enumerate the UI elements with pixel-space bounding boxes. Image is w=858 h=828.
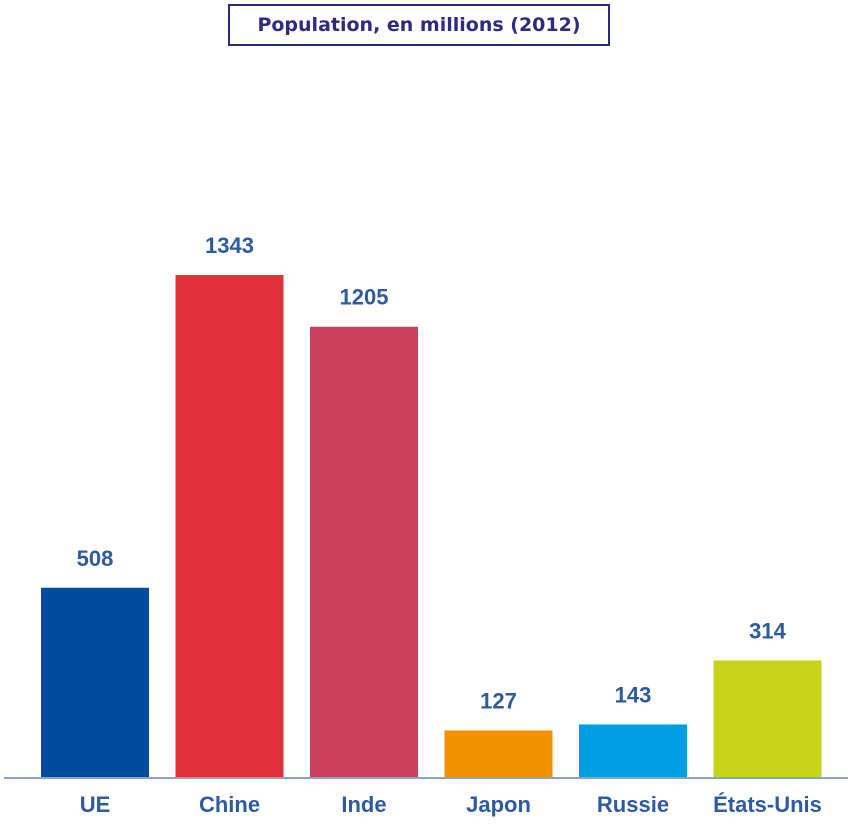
category-label-russie: Russie — [597, 792, 669, 817]
value-label-ue: 508 — [77, 546, 114, 571]
bar-ue — [41, 587, 149, 778]
bar-chine — [175, 275, 284, 778]
bar-etats-unis — [713, 660, 822, 778]
value-label-etats-unis: 314 — [749, 618, 786, 643]
value-label-japon: 127 — [480, 688, 517, 713]
category-label-etats-unis: États-Unis — [713, 792, 822, 817]
category-label-chine: Chine — [199, 792, 260, 817]
bar-inde — [310, 326, 418, 778]
value-label-russie: 143 — [615, 682, 652, 707]
value-labels-group: 508 1343 1205 127 143 314 — [77, 233, 787, 713]
bar-japon — [444, 730, 553, 778]
chart-title: Population, en millions (2012) — [228, 4, 610, 46]
bar-russie — [579, 724, 687, 778]
value-label-inde: 1205 — [340, 285, 389, 310]
bars-group — [41, 275, 822, 778]
category-label-inde: Inde — [341, 792, 386, 817]
value-label-chine: 1343 — [205, 233, 254, 258]
category-labels-group: UE Chine Inde Japon Russie États-Unis — [80, 792, 822, 817]
category-label-ue: UE — [80, 792, 111, 817]
category-label-japon: Japon — [466, 792, 531, 817]
